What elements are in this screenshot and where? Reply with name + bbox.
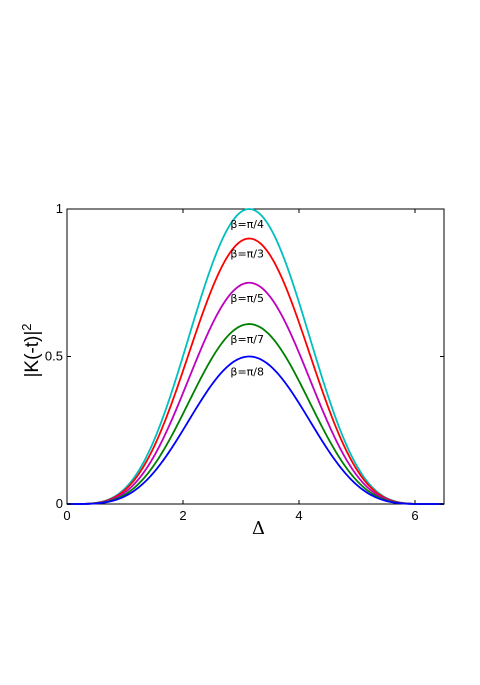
x-tick-label-0: 0 bbox=[63, 508, 70, 523]
series-label-4: β=π/7 bbox=[230, 333, 264, 346]
series-label-2: β=π/3 bbox=[230, 248, 264, 261]
series-labels: β=π/4 β=π/3 β=π/5 β=π/7 β=π/8 bbox=[230, 218, 264, 379]
series-label-3: β=π/5 bbox=[230, 292, 264, 305]
y-axis-label-superscript: 2 bbox=[19, 323, 34, 330]
series-line-5 bbox=[67, 355, 445, 505]
y-axis-label-group: |K(-t)|2 bbox=[19, 323, 44, 377]
series-label-1: β=π/4 bbox=[230, 218, 264, 231]
series-line-3 bbox=[67, 281, 445, 505]
y-tick-label-0: 0 bbox=[56, 496, 63, 511]
x-tick-label-3: 6 bbox=[411, 508, 418, 523]
y-axis-label-main: |K(-t)| bbox=[22, 331, 43, 378]
series-line-2 bbox=[67, 237, 445, 505]
series-line-4 bbox=[67, 323, 444, 505]
x-tick-label-1: 2 bbox=[179, 508, 186, 523]
x-tick-label-2: 4 bbox=[295, 508, 302, 523]
y-axis-label: |K(-t)|2 bbox=[19, 323, 44, 377]
axis-ticks: 0 2 4 6 0 0.5 1 bbox=[45, 201, 444, 523]
series-label-5: β=π/8 bbox=[230, 366, 264, 379]
y-tick-label-1: 0.5 bbox=[45, 349, 63, 364]
y-tick-label-2: 1 bbox=[56, 201, 63, 216]
x-axis-label: Δ bbox=[252, 518, 265, 539]
series-lines bbox=[67, 208, 445, 505]
